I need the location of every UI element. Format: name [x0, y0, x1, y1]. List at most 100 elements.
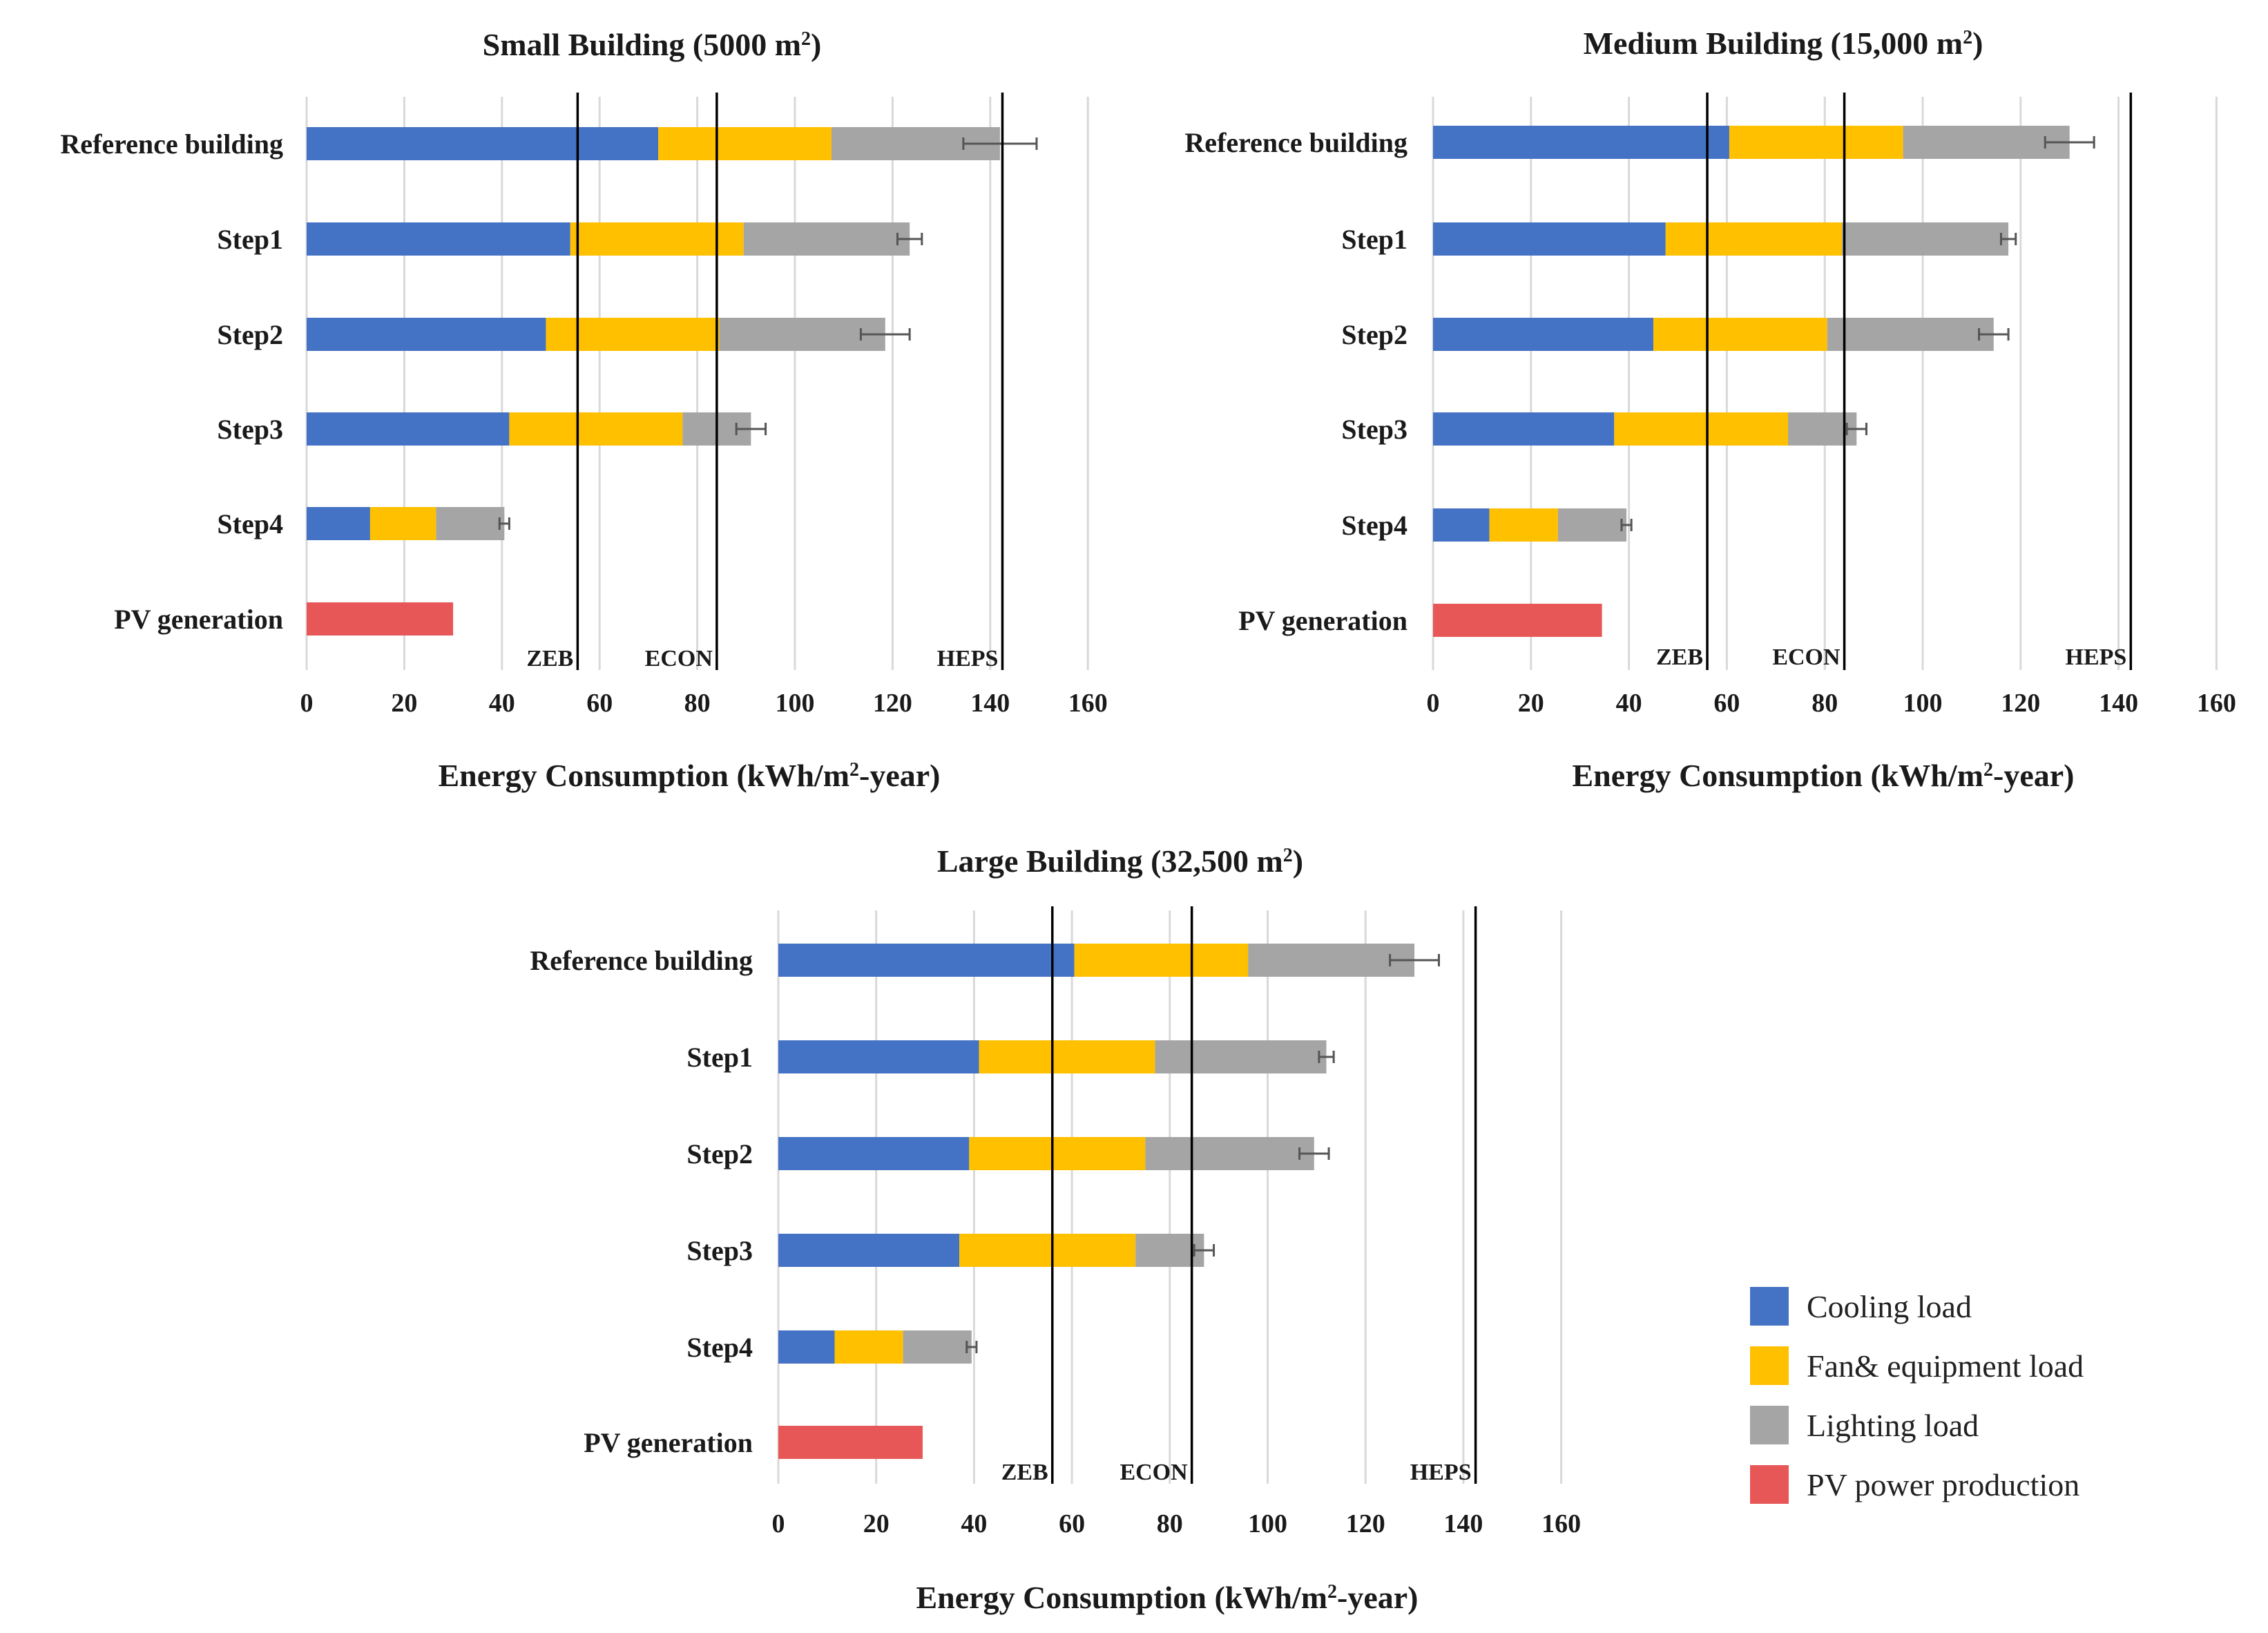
- chart-panel: Medium Building (15,000 m2) Reference bui…: [1184, 26, 2236, 793]
- x-tick-label: 60: [586, 689, 613, 718]
- bar-lighting: [1145, 1137, 1314, 1170]
- category-label: Reference building: [1184, 127, 1407, 158]
- category-label: Reference building: [60, 128, 283, 160]
- bar-fan: [834, 1330, 903, 1364]
- bar-lighting: [719, 318, 885, 351]
- legend-label-fan: Fan& equipment load: [1807, 1348, 2084, 1384]
- x-tick-label: 0: [300, 689, 314, 718]
- bar-fan: [1729, 126, 1903, 159]
- bar-cooling: [1433, 318, 1654, 351]
- bar-cooling: [307, 222, 570, 256]
- bar-fan: [546, 318, 720, 351]
- x-tick-label: 160: [1068, 689, 1108, 718]
- category-label: Step3: [217, 414, 283, 445]
- x-tick-label: 120: [873, 689, 912, 718]
- bar-fan: [658, 127, 832, 160]
- bar-fan: [570, 222, 744, 256]
- x-axis-label: Energy Consumption (kWh/m2-year): [916, 1580, 1418, 1615]
- bar-fan: [1614, 412, 1789, 446]
- category-label: PV generation: [1238, 605, 1407, 636]
- category-label: Step2: [686, 1138, 753, 1169]
- x-tick-label: 80: [1157, 1509, 1183, 1538]
- bar-pv: [307, 602, 454, 636]
- x-tick-label: 40: [489, 689, 515, 718]
- bar-fan: [509, 412, 683, 446]
- chart-title: Medium Building (15,000 m2): [1584, 26, 1983, 61]
- x-axis-label: Energy Consumption (kWh/m2-year): [438, 758, 940, 793]
- x-tick-label: 100: [776, 689, 815, 718]
- bar-lighting: [1903, 126, 2070, 159]
- bar-lighting: [1248, 944, 1415, 977]
- bar-fan: [1653, 318, 1827, 351]
- legend-swatch-fan: [1750, 1346, 1789, 1385]
- bar-fan: [979, 1040, 1155, 1073]
- bar-fan: [1489, 508, 1558, 542]
- category-label: Step2: [1341, 319, 1407, 350]
- category-label: Step3: [686, 1235, 753, 1266]
- category-label: Reference building: [530, 945, 753, 976]
- reference-label-heps: HEPS: [2066, 644, 2127, 670]
- bar-cooling: [1433, 508, 1490, 542]
- legend-label-pv: PV power production: [1807, 1467, 2080, 1502]
- bar-cooling: [1433, 126, 1729, 159]
- category-label: Step1: [686, 1042, 753, 1073]
- x-tick-label: 100: [1903, 689, 1943, 718]
- x-tick-label: 80: [684, 689, 711, 718]
- bar-pv: [1433, 604, 1602, 637]
- reference-label-heps: HEPS: [1410, 1460, 1472, 1485]
- x-tick-label: 140: [2099, 689, 2138, 718]
- bar-lighting: [743, 222, 910, 256]
- x-tick-label: 100: [1248, 1509, 1287, 1538]
- category-label: Step1: [217, 224, 283, 255]
- bar-lighting: [1827, 318, 1994, 351]
- x-tick-label: 20: [391, 689, 417, 718]
- chart-panel: Small Building (5000 m2) Reference buildi…: [60, 27, 1107, 793]
- legend: Cooling load Fan& equipment load Lightin…: [1750, 1277, 2233, 1514]
- bar-cooling: [778, 1330, 835, 1364]
- legend-item-cooling: Cooling load: [1750, 1277, 2233, 1336]
- chart-panel: Large Building (32,500 m2) Reference buil…: [530, 843, 1581, 1615]
- bar-lighting: [436, 507, 505, 540]
- x-tick-label: 60: [1713, 689, 1740, 718]
- bar-cooling: [778, 1234, 960, 1267]
- x-tick-label: 40: [1616, 689, 1642, 718]
- category-label: Step4: [1341, 510, 1407, 541]
- x-tick-label: 0: [772, 1509, 785, 1538]
- bar-fan: [369, 507, 436, 540]
- category-label: PV generation: [584, 1427, 753, 1458]
- reference-label-zeb: ZEB: [1656, 644, 1703, 670]
- bar-lighting: [1557, 508, 1627, 542]
- bar-cooling: [307, 318, 546, 351]
- bar-fan: [1074, 944, 1249, 977]
- legend-label-lighting: Lighting load: [1807, 1407, 1979, 1443]
- bar-cooling: [1433, 222, 1666, 256]
- bar-fan: [969, 1137, 1146, 1170]
- bar-lighting: [903, 1330, 972, 1364]
- bar-cooling: [307, 412, 510, 446]
- reference-label-zeb: ZEB: [1001, 1460, 1048, 1485]
- reference-label-econ: ECON: [1772, 644, 1841, 670]
- bar-cooling: [1433, 412, 1615, 446]
- bar-fan: [959, 1234, 1136, 1267]
- x-tick-label: 20: [863, 1509, 890, 1538]
- legend-label-cooling: Cooling load: [1807, 1288, 1972, 1324]
- x-tick-label: 0: [1427, 689, 1440, 718]
- category-label: Step4: [217, 508, 283, 539]
- reference-label-heps: HEPS: [937, 646, 999, 671]
- category-label: Step3: [1341, 414, 1407, 445]
- chart-title: Large Building (32,500 m2): [937, 843, 1303, 879]
- reference-label-econ: ECON: [1119, 1460, 1188, 1485]
- category-label: Step4: [686, 1332, 753, 1363]
- bar-cooling: [307, 127, 659, 160]
- category-label: PV generation: [114, 604, 283, 635]
- legend-swatch-lighting: [1750, 1406, 1789, 1444]
- x-tick-label: 120: [1346, 1509, 1385, 1538]
- bar-cooling: [778, 1137, 970, 1170]
- chart-title: Small Building (5000 m2): [483, 27, 822, 62]
- legend-item-lighting: Lighting load: [1750, 1395, 2233, 1455]
- x-tick-label: 160: [2197, 689, 2236, 718]
- x-tick-label: 160: [1541, 1509, 1581, 1538]
- category-label: Step2: [217, 319, 283, 350]
- x-tick-label: 20: [1518, 689, 1544, 718]
